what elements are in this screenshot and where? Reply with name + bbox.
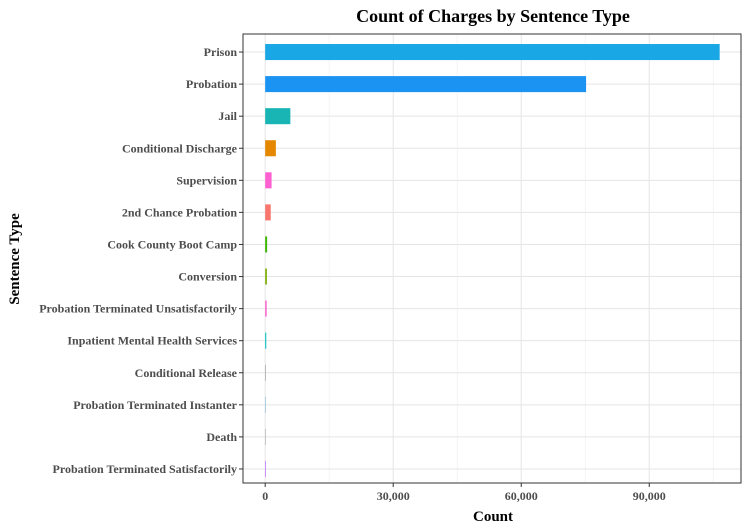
x-tick-label: 0	[262, 489, 268, 503]
y-tick-label: Death	[206, 430, 237, 444]
bar	[265, 300, 267, 317]
x-tick-label: 90,000	[633, 489, 666, 503]
y-tick-label: Probation Terminated Satisfactorily	[53, 462, 237, 476]
bar	[265, 76, 587, 93]
y-tick-label: Conditional Discharge	[122, 141, 238, 155]
bar	[265, 396, 266, 413]
y-tick-label: 2nd Chance Probation	[122, 205, 237, 219]
y-tick-label: Prison	[204, 45, 238, 59]
bars	[265, 44, 720, 477]
chart-title: Count of Charges by Sentence Type	[356, 6, 630, 26]
y-tick-label: Conversion	[178, 270, 237, 284]
grid	[243, 34, 741, 483]
y-tick-label: Probation Terminated Instanter	[73, 398, 237, 412]
bar	[265, 236, 268, 253]
x-axis-title: Count	[473, 509, 513, 525]
bar	[265, 268, 267, 285]
bar	[265, 364, 266, 381]
y-tick-label: Jail	[218, 109, 237, 123]
bar	[265, 44, 720, 61]
x-tick-label: 60,000	[505, 489, 538, 503]
y-axis: Probation Terminated Satisfactorily Death…	[39, 45, 243, 476]
panel-border	[242, 33, 742, 484]
y-tick-label: Probation	[186, 77, 237, 91]
y-tick-label: Cook County Boot Camp	[107, 237, 237, 251]
y-tick-label: Probation Terminated Unsatisfactorily	[39, 302, 237, 316]
bar	[265, 108, 291, 125]
bar	[265, 460, 266, 477]
bar	[265, 332, 267, 349]
x-tick-label: 30,000	[377, 489, 410, 503]
bar	[265, 172, 272, 189]
x-axis: 0 30,000 60,000 90,000	[262, 483, 666, 503]
bar	[265, 140, 276, 157]
y-tick-label: Conditional Release	[135, 366, 238, 380]
y-tick-label: Inpatient Mental Health Services	[67, 334, 237, 348]
bar	[265, 428, 266, 445]
bar	[265, 204, 271, 221]
y-axis-title: Sentence Type	[7, 213, 23, 305]
y-tick-label: Supervision	[176, 173, 237, 187]
